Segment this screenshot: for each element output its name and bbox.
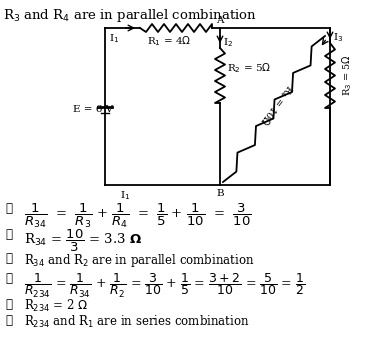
Text: R$_1$ = 4$\Omega$: R$_1$ = 4$\Omega$ <box>147 34 191 48</box>
Text: $\dfrac{1}{R_{34}}$  =  $\dfrac{1}{R_3}$ + $\dfrac{1}{R_4}$  =  $\dfrac{1}{5}$ +: $\dfrac{1}{R_{34}}$ = $\dfrac{1}{R_3}$ +… <box>24 202 251 230</box>
Text: R$_2$ = 5$\Omega$: R$_2$ = 5$\Omega$ <box>227 61 271 75</box>
Text: I$_1$: I$_1$ <box>109 32 119 45</box>
Text: R$_{234}$ and R$_1$ are in series combination: R$_{234}$ and R$_1$ are in series combin… <box>24 314 250 330</box>
Text: ∴: ∴ <box>5 228 12 241</box>
Text: I$_1$: I$_1$ <box>120 189 130 202</box>
Text: R$_3$ = 5$\Omega$: R$_3$ = 5$\Omega$ <box>340 54 354 96</box>
Text: R$_3$ and R$_4$ are in parallel combination: R$_3$ and R$_4$ are in parallel combinat… <box>3 7 257 24</box>
Text: ∴: ∴ <box>5 252 12 265</box>
Text: $\dfrac{1}{R_{234}}$ = $\dfrac{1}{R_{34}}$ + $\dfrac{1}{R_2}$ = $\dfrac{3}{10}$ : $\dfrac{1}{R_{234}}$ = $\dfrac{1}{R_{34}… <box>24 272 305 300</box>
Text: E = 6 V: E = 6 V <box>73 106 113 115</box>
Text: A: A <box>216 16 224 25</box>
Text: ∴: ∴ <box>5 202 12 215</box>
Text: I$_2$: I$_2$ <box>223 36 233 49</box>
Text: R$_{34}$ and R$_2$ are in parallel combination: R$_{34}$ and R$_2$ are in parallel combi… <box>24 252 254 269</box>
Text: R$_4$ = 10$\Omega$: R$_4$ = 10$\Omega$ <box>256 81 296 127</box>
Text: I$_3$: I$_3$ <box>333 31 343 44</box>
Text: B: B <box>216 189 224 198</box>
Text: R$_{34}$ = $\dfrac{10}{3}$ = 3.3 $\mathbf{\Omega}$: R$_{34}$ = $\dfrac{10}{3}$ = 3.3 $\mathb… <box>24 228 142 254</box>
Text: ∴: ∴ <box>5 298 12 311</box>
Text: ∴: ∴ <box>5 314 12 327</box>
Text: R$_{234}$ = 2 $\Omega$: R$_{234}$ = 2 $\Omega$ <box>24 298 88 314</box>
Text: ∴: ∴ <box>5 272 12 285</box>
